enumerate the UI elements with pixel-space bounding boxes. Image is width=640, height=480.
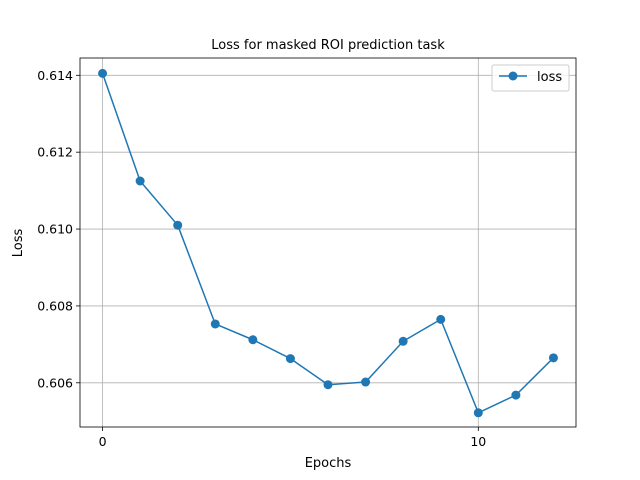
chart-title: Loss for masked ROI prediction task: [211, 38, 445, 53]
data-point: [511, 390, 521, 400]
ticks: 0 10 0.606 0.608 0.610 0.612 0.614: [37, 68, 486, 449]
plot-frame: [79, 57, 577, 428]
x-tick-label: 0: [99, 434, 107, 449]
legend-frame: [491, 64, 570, 92]
legend: loss: [491, 64, 570, 92]
grid: [80, 58, 576, 427]
legend-label-loss: loss: [537, 70, 562, 85]
data-point: [173, 220, 183, 230]
x-axis-label: Epochs: [305, 456, 352, 471]
series-layer: [98, 68, 558, 418]
data-point: [210, 319, 220, 329]
y-tick-label: 0.614: [37, 68, 73, 83]
series-line-loss: [101, 73, 554, 414]
data-point: [98, 68, 108, 78]
y-axis-label: Loss: [11, 229, 26, 258]
data-point: [248, 335, 258, 345]
data-point: [361, 377, 371, 387]
data-point: [135, 176, 145, 186]
y-tick-label: 0.610: [37, 222, 73, 237]
y-tick-label: 0.608: [37, 298, 73, 313]
data-point: [323, 380, 333, 390]
legend-marker-swatch: [508, 71, 518, 81]
y-tick-label: 0.612: [37, 145, 73, 160]
x-tick-label: 10: [470, 434, 486, 449]
data-point: [473, 408, 483, 418]
data-point: [398, 336, 408, 346]
data-point: [548, 353, 558, 363]
data-point: [436, 314, 446, 324]
y-tick-label: 0.606: [37, 375, 73, 390]
data-point: [285, 354, 295, 364]
